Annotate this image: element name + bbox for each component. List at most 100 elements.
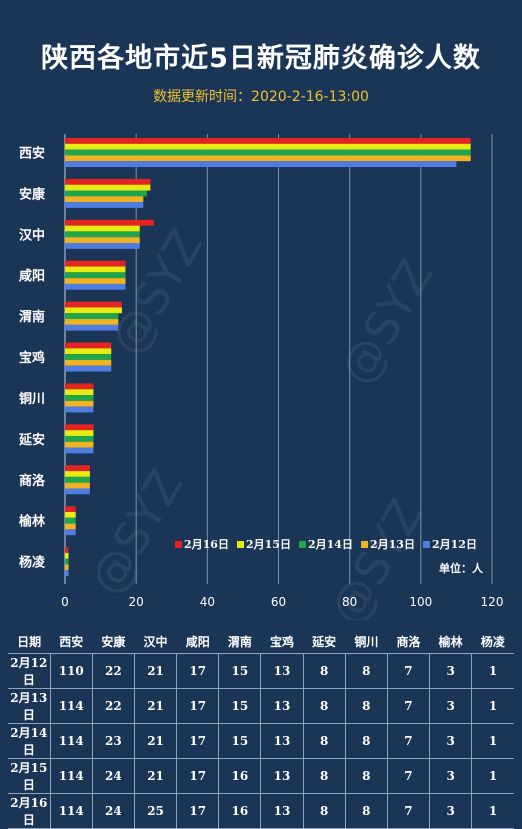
table-cell: 21 xyxy=(133,758,177,794)
bar xyxy=(65,471,90,477)
legend-label: 2月15日 xyxy=(246,538,291,551)
bar xyxy=(65,354,112,360)
table-header-cell: 咸阳 xyxy=(176,629,219,654)
bar xyxy=(65,523,76,530)
category-label: 商洛 xyxy=(19,473,46,489)
bar xyxy=(65,324,119,331)
bar xyxy=(65,482,90,489)
bar xyxy=(65,307,122,314)
table-cell: 8 xyxy=(302,793,346,829)
bar xyxy=(65,424,94,431)
bar xyxy=(65,552,69,559)
category-label: 汉中 xyxy=(19,227,45,243)
bar xyxy=(65,278,126,284)
legend-swatch xyxy=(361,541,368,548)
bar xyxy=(65,435,94,442)
table-cell: 23 xyxy=(91,723,135,759)
table-cell: 25 xyxy=(133,793,177,829)
table-cell: 3 xyxy=(429,653,472,689)
table-cell: 24 xyxy=(91,793,135,829)
table-cell: 8 xyxy=(302,653,346,689)
bar xyxy=(65,517,76,524)
table-header-cell: 铜川 xyxy=(345,629,388,654)
table-cell: 7 xyxy=(386,653,430,689)
table-cell: 22 xyxy=(91,653,135,689)
table-cell: 114 xyxy=(49,758,93,794)
bar xyxy=(65,441,94,448)
table-cell: 8 xyxy=(344,688,388,724)
chart-subtitle: 数据更新时间：2020-2-16-13:00 xyxy=(153,89,369,105)
table-cell: 21 xyxy=(133,653,177,689)
table-cell: 7 xyxy=(386,723,430,759)
x-tick-label: 100 xyxy=(409,595,432,609)
bar xyxy=(65,365,112,372)
table-cell: 15 xyxy=(218,653,261,689)
table-cell: 1 xyxy=(471,688,514,724)
bar xyxy=(65,547,69,553)
table-cell: 1 xyxy=(471,723,514,759)
bar xyxy=(65,359,112,366)
bar xyxy=(65,143,471,150)
table-cell: 8 xyxy=(344,758,388,794)
table-cell: 16 xyxy=(218,793,261,829)
bar xyxy=(65,348,112,355)
table-cell: 114 xyxy=(49,793,93,829)
table-cell: 114 xyxy=(49,688,93,724)
bar xyxy=(65,196,144,203)
table-row: 2月13日 114 22 21 17 15 13 8 8 7 3 1 xyxy=(8,688,514,724)
bar xyxy=(65,161,457,167)
x-tick-label: 20 xyxy=(129,595,144,609)
table-cell: 7 xyxy=(386,688,430,724)
table-cell: 110 xyxy=(49,653,93,689)
bar xyxy=(65,342,112,349)
chart-title: 陕西各地市近5日新冠肺炎确诊人数 xyxy=(41,43,481,74)
category-label: 西安 xyxy=(19,146,45,162)
bar xyxy=(65,447,94,454)
table-cell: 3 xyxy=(429,758,472,794)
bar xyxy=(65,383,94,390)
table-cell: 13 xyxy=(260,723,304,759)
x-tick-label: 0 xyxy=(61,595,69,609)
table-cell: 13 xyxy=(260,793,304,829)
table-cell: 3 xyxy=(429,688,472,724)
table-row: 2月16日 114 24 25 17 16 13 8 8 7 3 1 xyxy=(8,793,514,829)
table-header-cell: 商洛 xyxy=(387,629,430,654)
table-header-cell: 安康 xyxy=(92,629,135,654)
category-label: 咸阳 xyxy=(19,268,45,284)
bar xyxy=(65,465,90,472)
table-cell: 1 xyxy=(471,793,514,829)
table-header-cell: 宝鸡 xyxy=(260,629,304,654)
bar xyxy=(65,149,471,156)
bar xyxy=(65,178,151,185)
unit-label: 单位：人 xyxy=(439,561,484,575)
data-table: 日期 西安 安康 汉中 咸阳 渭南 宝鸡 延安 铜川 商洛 榆林 杨凌 2月12日 110 22 21 17 1… xyxy=(8,629,514,829)
bar xyxy=(65,202,144,208)
table-body: 2月12日 110 22 21 17 15 13 8 8 7 3 1 2月13日 114 22 21 17 15 1… xyxy=(8,653,514,829)
table-cell: 17 xyxy=(176,688,219,724)
bar xyxy=(65,231,140,238)
legend-label: 2月14日 xyxy=(308,538,353,551)
bar xyxy=(65,389,94,396)
bar xyxy=(65,476,90,483)
bar xyxy=(65,155,471,162)
table-cell: 1 xyxy=(471,653,514,689)
legend-label: 2月13日 xyxy=(370,538,415,551)
bar xyxy=(65,400,94,407)
table-cell: 15 xyxy=(218,723,261,759)
bar xyxy=(65,564,69,571)
bar xyxy=(65,184,151,191)
table-cell: 13 xyxy=(260,758,304,794)
table-header-cell: 渭南 xyxy=(218,629,261,654)
table-row: 2月12日 110 22 21 17 15 13 8 8 7 3 1 xyxy=(8,653,514,689)
table-header-cell: 杨凌 xyxy=(471,629,514,654)
table-cell: 24 xyxy=(91,758,135,794)
legend-swatch xyxy=(175,541,182,548)
table-cell: 2月12日 xyxy=(10,656,48,687)
category-label: 渭南 xyxy=(19,309,45,325)
table-cell: 8 xyxy=(344,793,388,829)
table-cell: 17 xyxy=(176,653,219,689)
bar xyxy=(65,237,140,244)
bar xyxy=(65,283,126,290)
table-cell: 2月16日 xyxy=(10,796,48,827)
